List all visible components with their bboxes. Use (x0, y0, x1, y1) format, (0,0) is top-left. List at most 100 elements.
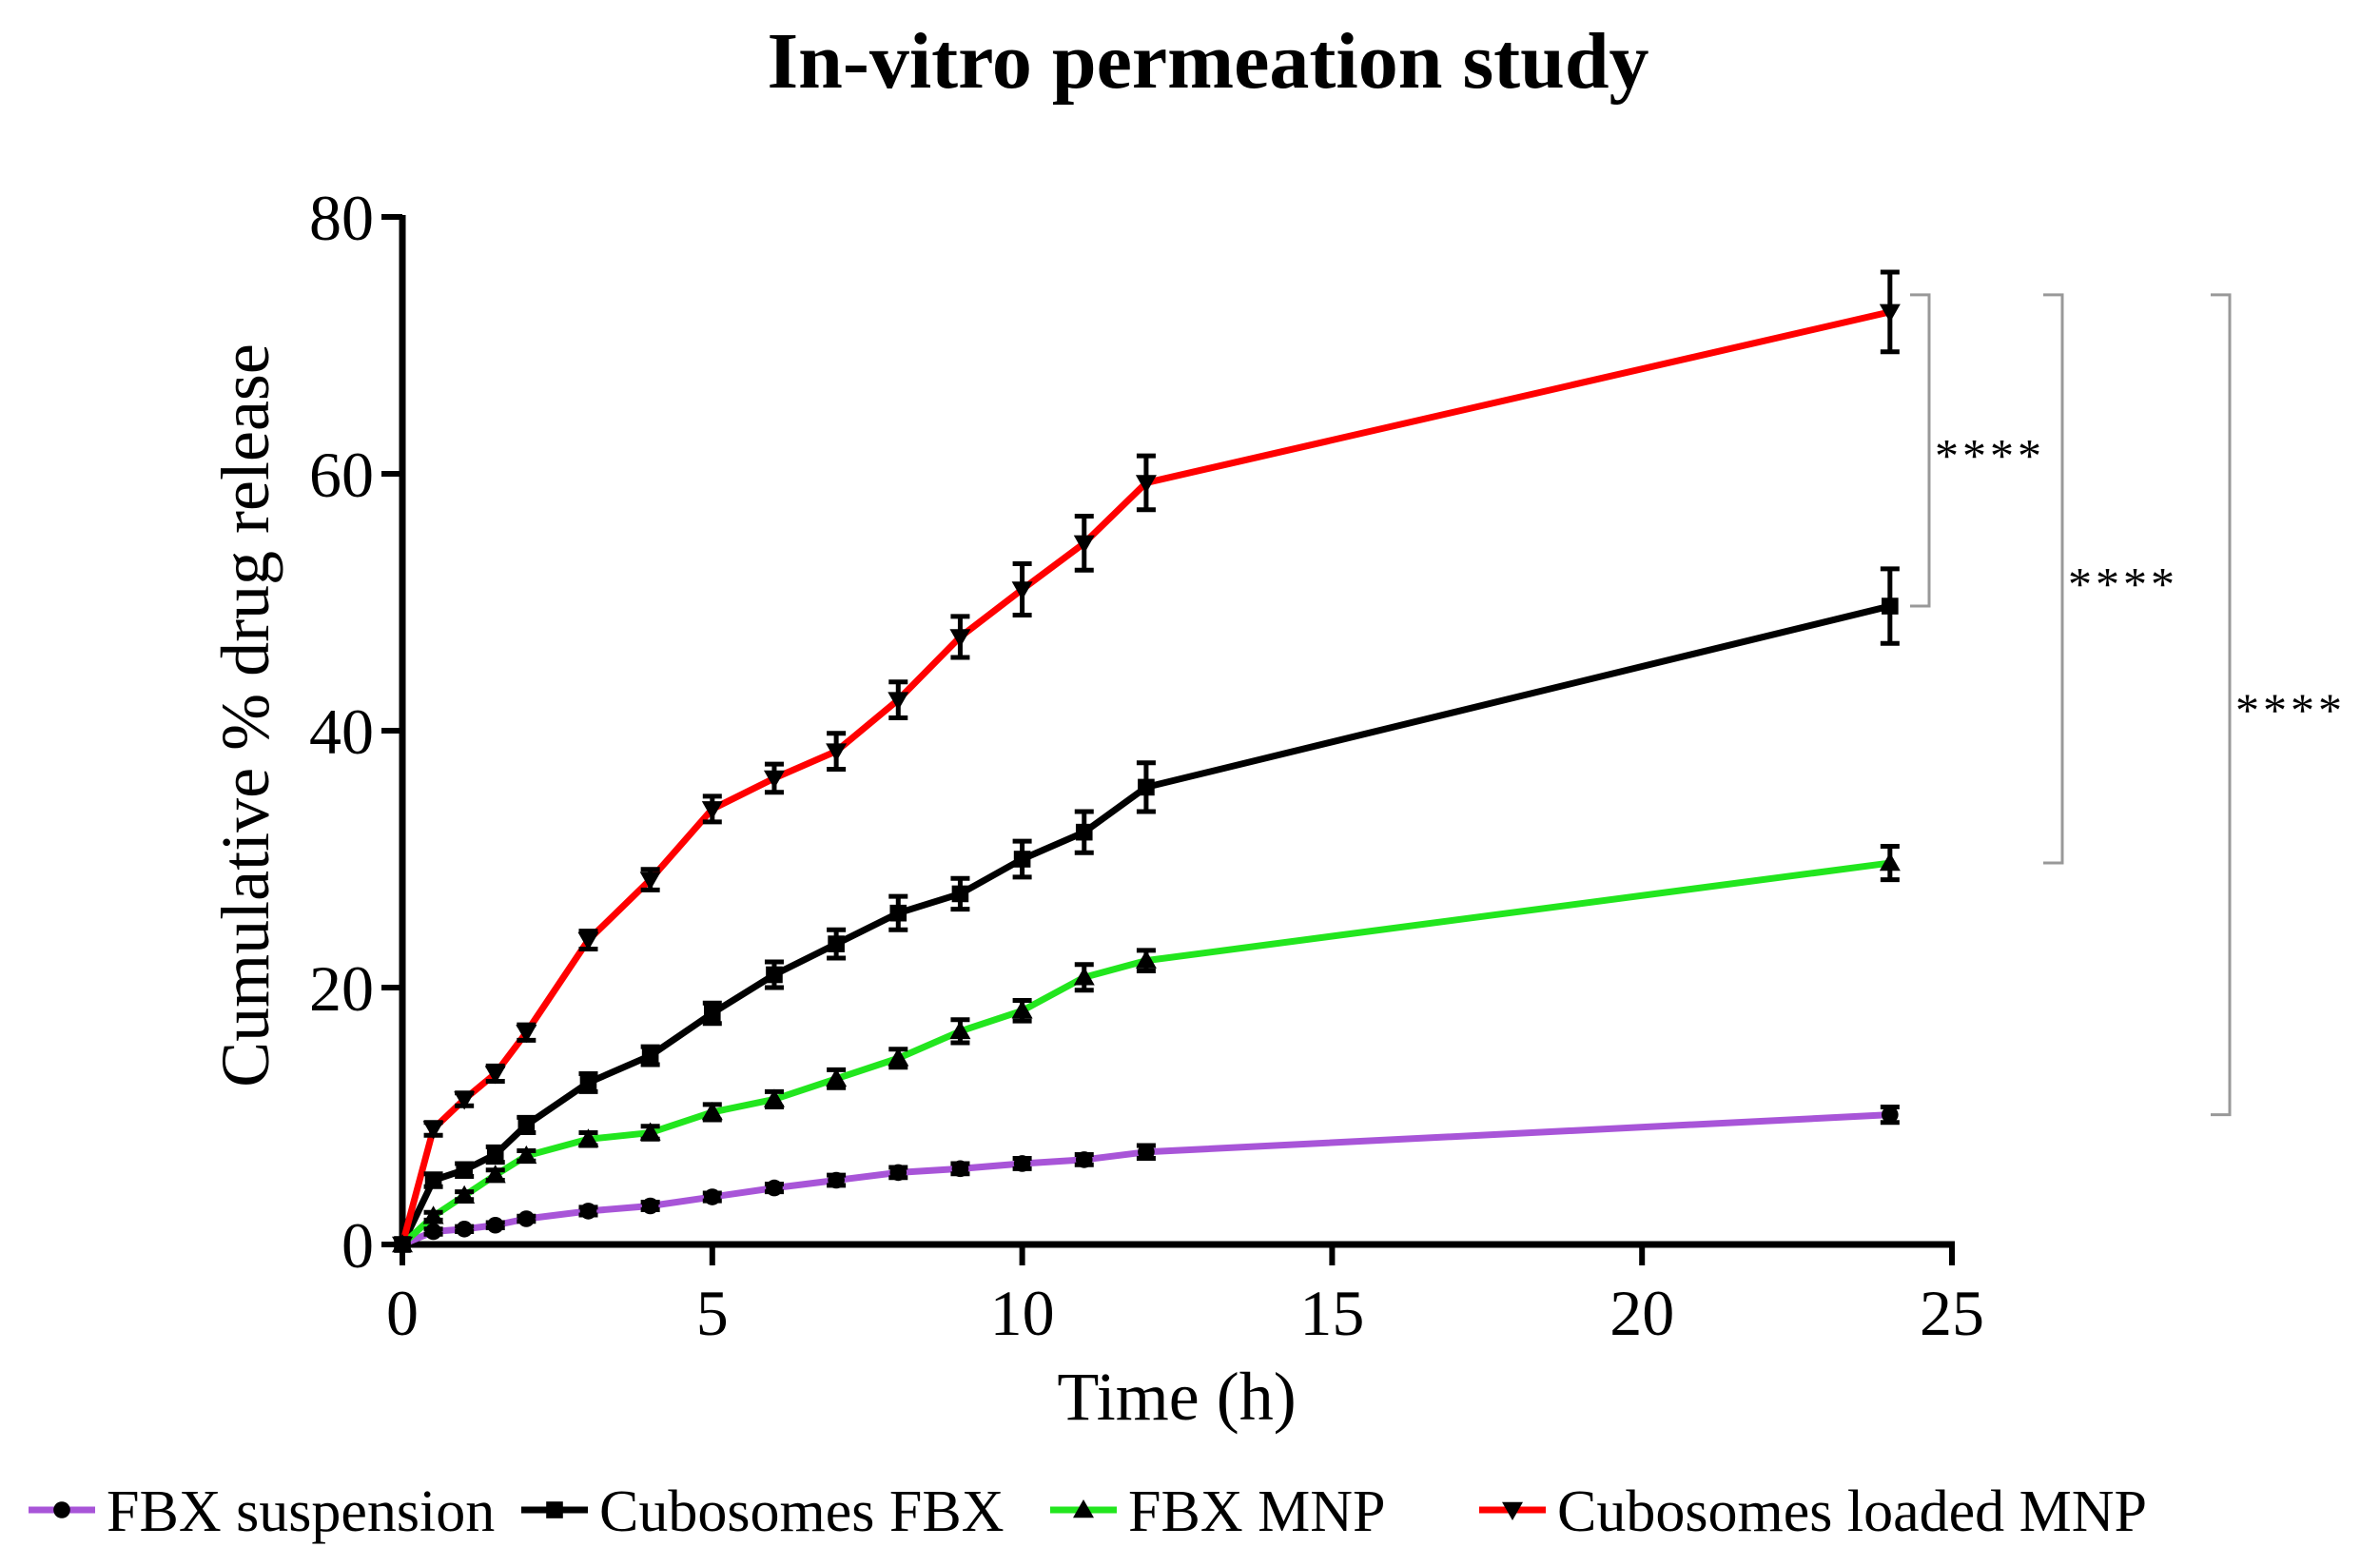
data-point (949, 629, 971, 648)
data-point (1013, 851, 1031, 868)
y-tick-label: 60 (309, 439, 374, 511)
legend-label: Cubosomes loaded MNP (1557, 1479, 2147, 1544)
significance-bracket: **** (2043, 293, 2178, 865)
series-points-2 (392, 844, 1901, 1253)
data-point (484, 1165, 506, 1184)
series-fbx-mnp (400, 859, 1891, 1247)
legend-label: FBX suspension (107, 1479, 495, 1544)
legend: FBX suspension Cubosomes FBX FBX MNP Cuboso… (29, 1479, 2147, 1544)
legend-marker (1073, 1499, 1094, 1518)
data-point (1011, 1000, 1033, 1019)
significance-label: **** (2068, 557, 2178, 610)
series-line (400, 1111, 1891, 1248)
data-point (1138, 778, 1155, 796)
data-point (454, 1185, 476, 1204)
data-point (424, 1223, 442, 1241)
x-tick-label: 0 (386, 1277, 419, 1349)
bracket-line (1910, 293, 1931, 608)
data-point (1879, 852, 1901, 872)
data-point (639, 1122, 661, 1141)
series-cubosomes-loaded-mnp (399, 308, 1891, 1245)
series-group (392, 269, 1901, 1255)
significance-label: **** (2235, 683, 2346, 736)
x-tick-label: 15 (1299, 1277, 1364, 1349)
data-point (888, 1048, 909, 1067)
series-cubosomes-fbx (399, 602, 1891, 1246)
data-point (889, 904, 907, 922)
data-point (456, 1161, 473, 1179)
data-point (889, 1164, 907, 1182)
data-point (1882, 1106, 1899, 1124)
data-point (951, 885, 969, 903)
data-point (763, 770, 785, 789)
significance-label: **** (1935, 428, 2045, 481)
data-point (517, 1210, 536, 1227)
legend-marker (546, 1501, 563, 1518)
data-point (1882, 597, 1899, 615)
data-point (422, 1121, 444, 1140)
series-line (400, 859, 1891, 1247)
data-point (516, 1025, 537, 1044)
legend-item: FBX MNP (1050, 1479, 1386, 1544)
data-point (1135, 950, 1157, 969)
data-point (949, 1020, 971, 1040)
data-point (486, 1146, 504, 1164)
y-tick-label: 80 (309, 182, 374, 254)
bracket-line (2043, 293, 2064, 865)
data-point (422, 1205, 444, 1224)
data-point (454, 1091, 476, 1110)
legend-item: Cubosomes FBX (521, 1479, 1004, 1544)
y-tick-label: 20 (309, 952, 374, 1025)
legend-label: Cubosomes FBX (599, 1479, 1004, 1544)
x-tick-label: 20 (1609, 1277, 1674, 1349)
data-point (639, 872, 661, 891)
x-axis-label: Time (h) (1057, 1359, 1296, 1435)
series-fbx-suspension (400, 1111, 1891, 1248)
data-point (763, 1088, 785, 1107)
data-point (701, 1101, 723, 1121)
data-point (704, 1188, 721, 1205)
data-point (1075, 823, 1093, 841)
significance-bracket: **** (2211, 293, 2346, 1117)
x-tick-label: 25 (1920, 1277, 1984, 1349)
y-tick-label: 0 (341, 1209, 374, 1282)
data-point (1138, 1144, 1155, 1161)
x-tick-label: 10 (990, 1277, 1055, 1349)
legend-label: FBX MNP (1128, 1479, 1386, 1544)
data-point (1073, 535, 1095, 554)
legend-item: Cubosomes loaded MNP (1479, 1479, 2147, 1544)
chart-title: In-vitro permeation study (767, 17, 1648, 106)
data-point (579, 1074, 597, 1091)
data-point (577, 931, 599, 951)
data-point (424, 1171, 442, 1189)
legend-item: FBX suspension (29, 1479, 495, 1544)
legend-marker (1502, 1501, 1523, 1520)
series-line (399, 308, 1891, 1245)
bracket-line (2211, 293, 2232, 1117)
data-point (486, 1216, 504, 1234)
data-point (826, 743, 848, 762)
data-point (951, 1160, 969, 1178)
data-point (766, 1179, 783, 1197)
data-point (641, 1047, 659, 1065)
data-point (456, 1221, 473, 1238)
y-tick-label: 40 (309, 695, 374, 768)
y-axis-label: Cumulative % drug release (207, 343, 283, 1087)
data-point (577, 1128, 599, 1147)
series-line (399, 602, 1891, 1246)
data-point (766, 966, 783, 984)
data-point (641, 1197, 659, 1215)
data-point (579, 1203, 597, 1220)
series-points-1 (394, 566, 1900, 1253)
series-points-3 (392, 269, 1901, 1255)
data-point (1073, 967, 1095, 986)
data-point (704, 1005, 721, 1022)
axes: 0 5 10 15 20 25 0 20 40 60 80 (309, 182, 1984, 1349)
data-point (392, 1236, 413, 1255)
data-point (484, 1066, 506, 1085)
data-point (1011, 581, 1033, 600)
data-point (1075, 1151, 1093, 1168)
data-point (517, 1116, 536, 1134)
significance-bracket: **** (1910, 293, 2045, 608)
